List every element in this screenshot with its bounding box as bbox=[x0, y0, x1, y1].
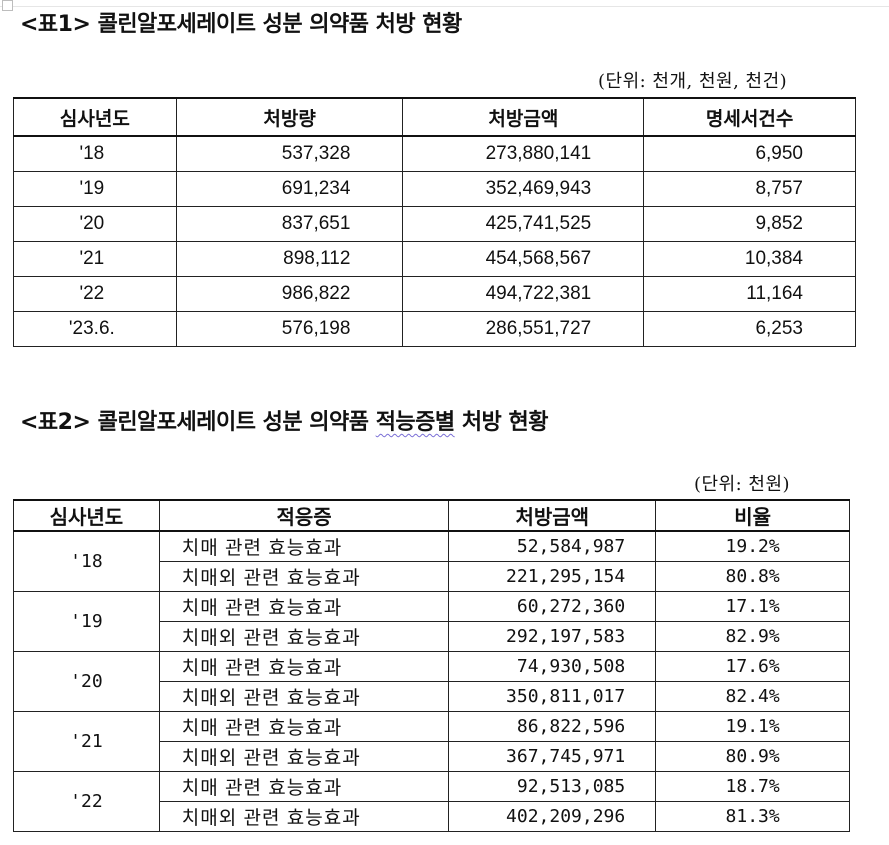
count-cell: 11,164 bbox=[643, 276, 856, 312]
table2-title-suffix: 처방 현황 bbox=[454, 410, 549, 435]
indication-cell: 치매외 관련 효능효과 bbox=[158, 561, 450, 592]
year-cell: '22 bbox=[13, 276, 177, 312]
indication-cell: 치매 관련 효능효과 bbox=[158, 651, 450, 682]
year-cell: '19 bbox=[13, 591, 160, 652]
table1-title: <표1> 콜린알포세레이트 성분 의약품 처방 현황 bbox=[20, 12, 462, 37]
amount-cell: 52,584,987 bbox=[448, 530, 657, 562]
ratio-cell: 82.4% bbox=[655, 681, 850, 712]
year-cell: '22 bbox=[13, 771, 160, 832]
count-cell: 10,384 bbox=[643, 241, 856, 277]
amount-cell: 286,551,727 bbox=[402, 311, 645, 347]
amount-cell: 367,745,971 bbox=[448, 741, 657, 772]
amount-cell: 74,930,508 bbox=[448, 651, 657, 682]
indication-prescription-table: 심사년도 적응증 처방금액 비율 '18 치매 관련 효능효과 52,584,987… bbox=[13, 499, 850, 832]
year-cell: '21 bbox=[13, 241, 177, 277]
volume-cell: 537,328 bbox=[175, 135, 404, 172]
header-count: 명세서건수 bbox=[643, 97, 856, 137]
header-indication: 적응증 bbox=[158, 499, 450, 532]
volume-cell: 691,234 bbox=[175, 171, 404, 207]
year-cell: '19 bbox=[13, 171, 177, 207]
indication-cell: 치매 관련 효능효과 bbox=[158, 771, 450, 802]
indication-cell: 치매 관련 효능효과 bbox=[158, 591, 450, 622]
table2-unit: (단위: 천원) bbox=[694, 474, 791, 495]
indication-cell: 치매외 관련 효능효과 bbox=[158, 681, 450, 712]
amount-cell: 221,295,154 bbox=[448, 561, 657, 592]
top-border-line bbox=[0, 0, 889, 7]
table-row: 치매외 관련 효능효과 292,197,583 82.9% bbox=[14, 621, 850, 652]
amount-cell: 352,469,943 bbox=[402, 171, 645, 207]
count-cell: 6,950 bbox=[643, 135, 856, 172]
table-row: '23.6. 576,198 286,551,727 6,253 bbox=[13, 311, 856, 347]
count-cell: 6,253 bbox=[643, 311, 856, 347]
table-row: 치매외 관련 효능효과 350,811,017 82.4% bbox=[14, 681, 850, 712]
table-row: '19 691,234 352,469,943 8,757 bbox=[13, 171, 856, 207]
indication-cell: 치매외 관련 효능효과 bbox=[158, 621, 450, 652]
header-amount: 처방금액 bbox=[402, 97, 645, 137]
indication-cell: 치매외 관련 효능효과 bbox=[158, 741, 450, 772]
text-anchor-marker bbox=[2, 0, 13, 11]
count-cell: 9,852 bbox=[643, 206, 856, 242]
amount-cell: 425,741,525 bbox=[402, 206, 645, 242]
indication-cell: 치매외 관련 효능효과 bbox=[158, 801, 450, 832]
amount-cell: 86,822,596 bbox=[448, 711, 657, 742]
count-cell: 8,757 bbox=[643, 171, 856, 207]
volume-cell: 837,651 bbox=[175, 206, 404, 242]
year-cell: '21 bbox=[13, 711, 160, 772]
table1-header-row: 심사년도 처방량 처방금액 명세서건수 bbox=[13, 97, 856, 137]
table-row: '22 치매 관련 효능효과 92,513,085 18.7% bbox=[13, 771, 850, 832]
ratio-cell: 17.6% bbox=[655, 651, 850, 682]
year-cell: '18 bbox=[13, 135, 177, 172]
indication-cell: 치매 관련 효능효과 bbox=[158, 711, 450, 742]
table1-unit: (단위: 천개, 천원, 천건) bbox=[598, 71, 788, 92]
ratio-cell: 18.7% bbox=[655, 771, 850, 802]
table-row: '20 치매 관련 효능효과 74,930,508 17.6% bbox=[13, 651, 850, 712]
volume-cell: 576,198 bbox=[175, 311, 404, 347]
amount-cell: 494,722,381 bbox=[402, 276, 645, 312]
table-row: 치매외 관련 효능효과 221,295,154 80.8% bbox=[14, 561, 850, 592]
table-row: '20 837,651 425,741,525 9,852 bbox=[13, 206, 856, 242]
table-row: '18 치매 관련 효능효과 52,584,987 19.2% bbox=[13, 530, 850, 592]
year-cell: '18 bbox=[13, 530, 160, 592]
ratio-cell: 19.2% bbox=[655, 530, 850, 562]
table-row: '19 치매 관련 효능효과 60,272,360 17.1% bbox=[13, 591, 850, 652]
ratio-cell: 81.3% bbox=[655, 801, 850, 832]
table-row: '22 986,822 494,722,381 11,164 bbox=[13, 276, 856, 312]
table2-header-row: 심사년도 적응증 처방금액 비율 bbox=[13, 499, 850, 532]
indication-cell: 치매 관련 효능효과 bbox=[158, 530, 450, 562]
amount-cell: 60,272,360 bbox=[448, 591, 657, 622]
table-row: '21 898,112 454,568,567 10,384 bbox=[13, 241, 856, 277]
year-cell: '20 bbox=[13, 206, 177, 242]
ratio-cell: 19.1% bbox=[655, 711, 850, 742]
amount-cell: 350,811,017 bbox=[448, 681, 657, 712]
header-amount: 처방금액 bbox=[448, 499, 657, 532]
table2-title: <표2> 콜린알포세레이트 성분 의약품 적능증별 처방 현황 bbox=[20, 404, 548, 436]
amount-cell: 273,880,141 bbox=[402, 135, 645, 172]
table-row: 치매외 관련 효능효과 367,745,971 80.9% bbox=[14, 741, 850, 772]
prescription-status-table: 심사년도 처방량 처방금액 명세서건수 '18 537,328 273,880,14… bbox=[13, 97, 856, 347]
header-volume: 처방량 bbox=[175, 97, 404, 137]
table-row: 치매외 관련 효능효과 402,209,296 81.3% bbox=[14, 801, 850, 832]
volume-cell: 898,112 bbox=[175, 241, 404, 277]
year-cell: '23.6. bbox=[13, 311, 177, 347]
volume-cell: 986,822 bbox=[175, 276, 404, 312]
amount-cell: 454,568,567 bbox=[402, 241, 645, 277]
table-row: '21 치매 관련 효능효과 86,822,596 19.1% bbox=[13, 711, 850, 772]
table2-title-prefix: <표2> 콜린알포세레이트 성분 의약품 bbox=[20, 410, 376, 435]
ratio-cell: 82.9% bbox=[655, 621, 850, 652]
header-year: 심사년도 bbox=[13, 97, 177, 137]
amount-cell: 92,513,085 bbox=[448, 771, 657, 802]
table-row: '18 537,328 273,880,141 6,950 bbox=[13, 135, 856, 172]
header-ratio: 비율 bbox=[655, 499, 850, 532]
header-year: 심사년도 bbox=[13, 499, 160, 532]
amount-cell: 292,197,583 bbox=[448, 621, 657, 652]
ratio-cell: 80.9% bbox=[655, 741, 850, 772]
ratio-cell: 17.1% bbox=[655, 591, 850, 622]
table2-title-underlined: 적능증별 bbox=[375, 410, 455, 435]
ratio-cell: 80.8% bbox=[655, 561, 850, 592]
amount-cell: 402,209,296 bbox=[448, 801, 657, 832]
year-cell: '20 bbox=[13, 651, 160, 712]
